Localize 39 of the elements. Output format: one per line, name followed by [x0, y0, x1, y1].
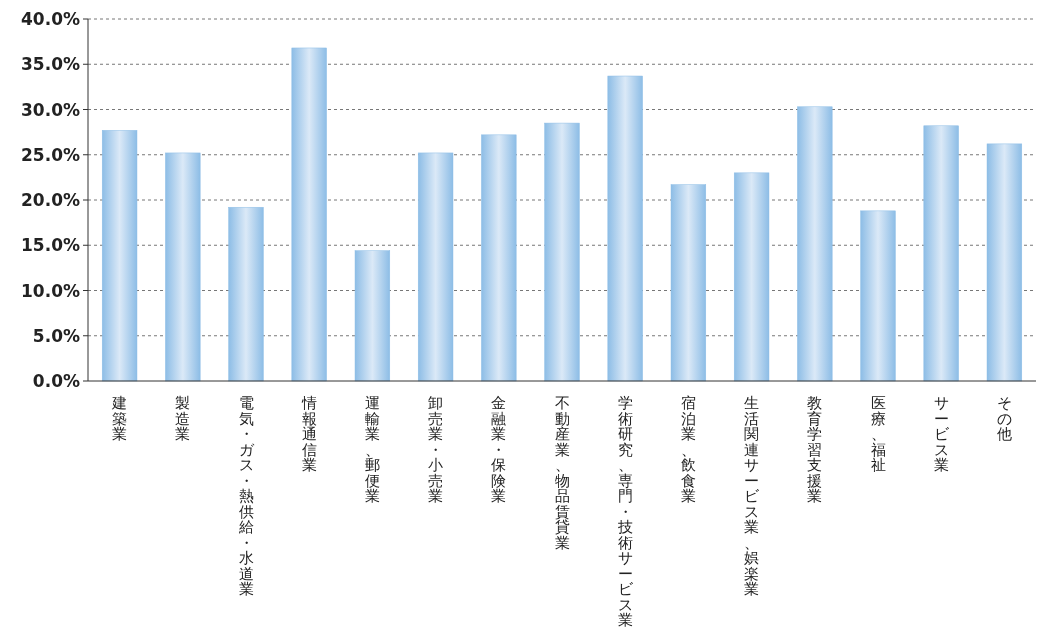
y-tick-label: 20.0% [21, 190, 80, 210]
bar [986, 143, 1023, 382]
bar [607, 75, 643, 382]
bar [291, 47, 327, 382]
x-tick-label: 金融業・保険業 [491, 394, 507, 505]
bar [733, 172, 770, 382]
bar [860, 210, 896, 382]
category-label: 不動産業、物品賃貸業 [554, 394, 570, 552]
bar [354, 250, 391, 382]
category-label: 電気・ガス・熱供給・水道業 [238, 394, 254, 598]
bar [797, 106, 833, 382]
y-tick-label: 25.0% [21, 144, 80, 165]
bar [165, 152, 201, 382]
y-tick-label: 15.0% [21, 235, 80, 256]
y-tick-label: 10.0% [21, 280, 80, 301]
x-tick-label: 情報通信業 [300, 394, 317, 474]
bar [544, 122, 580, 382]
x-tick-label: 医療、福祉 [870, 394, 886, 474]
bar [670, 184, 707, 382]
bar [228, 206, 264, 382]
x-tick-label: 卸売業・小売業 [428, 394, 444, 505]
x-tick-label: 建築業 [111, 394, 128, 443]
x-tick-label: サービス業 [933, 394, 950, 474]
bar [923, 125, 959, 382]
y-tick-label: 30.0% [21, 99, 80, 120]
x-tick-label: その他 [996, 394, 1012, 443]
y-tick-label: 5.0% [32, 325, 80, 346]
x-tick-label: 製造業 [175, 394, 191, 443]
bar [101, 130, 138, 382]
bar [481, 134, 517, 382]
y-tick-label: 0.0% [32, 371, 80, 391]
bar [417, 152, 454, 382]
category-label: 生活関連サービス業、娯楽業 [744, 394, 760, 598]
x-tick-label: 宿泊業、飲食業 [680, 394, 696, 505]
y-tick-label: 40.0% [21, 9, 80, 29]
category-label: 学術研究、専門・技術サービス業 [617, 394, 633, 629]
x-tick-label: 運輸業、郵便業 [364, 394, 380, 505]
x-tick-label: 教育学習支援業 [807, 394, 823, 505]
y-tick-label: 35.0% [21, 54, 80, 75]
